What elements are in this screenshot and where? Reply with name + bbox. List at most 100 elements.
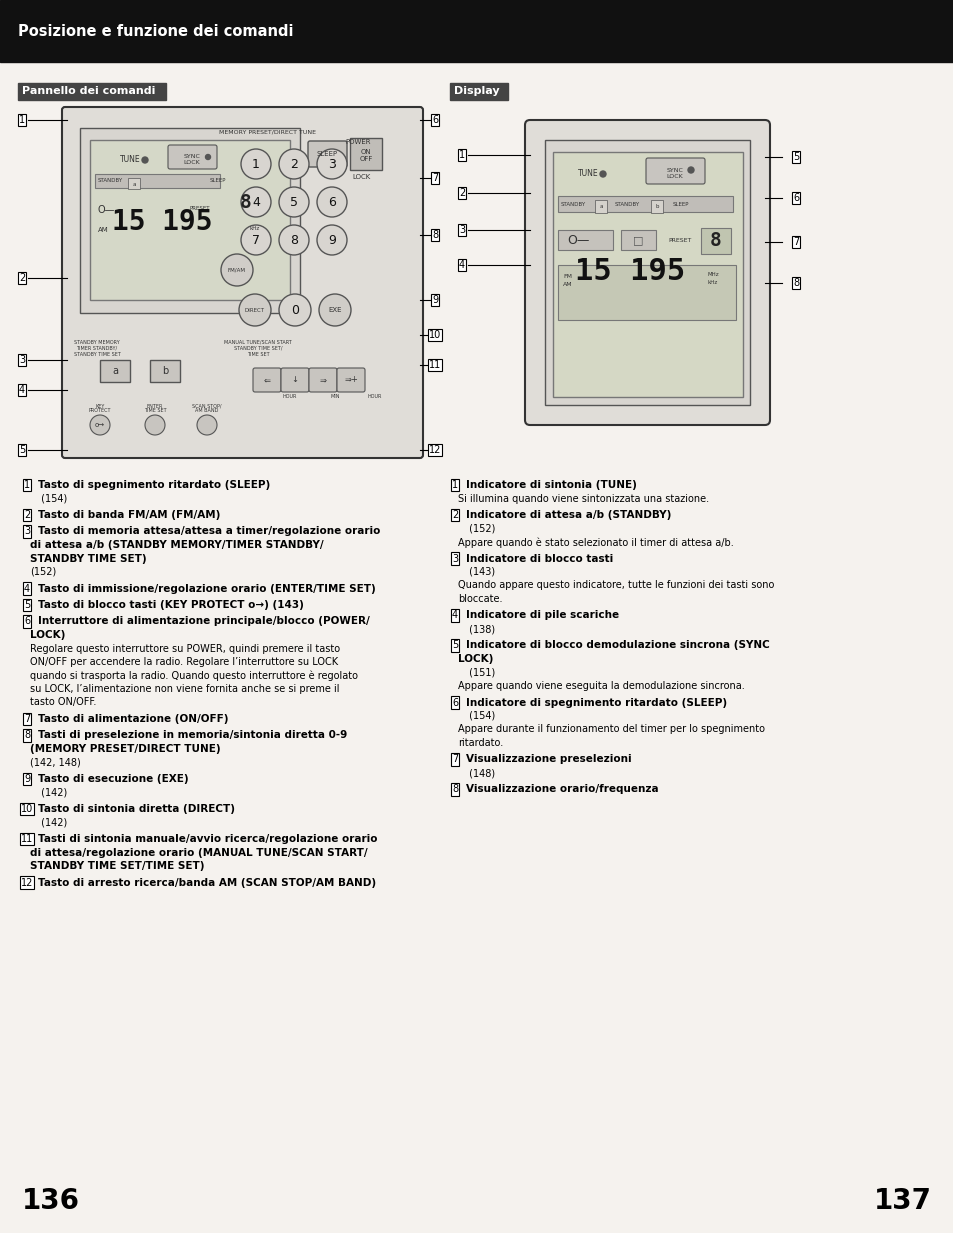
- Text: 11: 11: [21, 834, 33, 845]
- Text: o→: o→: [95, 422, 105, 428]
- Text: 4: 4: [452, 610, 457, 620]
- Text: (143): (143): [465, 567, 495, 577]
- Text: 5: 5: [24, 600, 30, 610]
- Text: 3: 3: [458, 224, 464, 236]
- Bar: [650, 200, 662, 213]
- FancyBboxPatch shape: [253, 367, 281, 392]
- Text: Indicatore di spegnimento ritardato (SLEEP): Indicatore di spegnimento ritardato (SLE…: [465, 698, 726, 708]
- Text: LOCK): LOCK): [30, 630, 66, 640]
- Text: tasto ON/OFF.: tasto ON/OFF.: [30, 698, 96, 708]
- Text: 5: 5: [290, 196, 297, 208]
- Text: OFF: OFF: [359, 157, 373, 162]
- Text: STANDBY: STANDBY: [98, 179, 123, 184]
- Text: 1: 1: [452, 480, 457, 490]
- Text: ⇒: ⇒: [319, 376, 326, 385]
- Text: 8: 8: [792, 277, 799, 289]
- Text: LOCK: LOCK: [666, 174, 682, 179]
- Text: 3: 3: [24, 526, 30, 536]
- Text: b: b: [162, 366, 168, 376]
- Text: 0: 0: [291, 303, 298, 317]
- Circle shape: [205, 154, 211, 159]
- Text: Tasto di spegnimento ritardato (SLEEP): Tasto di spegnimento ritardato (SLEEP): [38, 480, 270, 490]
- FancyBboxPatch shape: [645, 158, 704, 184]
- Text: STANDBY TIME SET/TIME SET): STANDBY TIME SET/TIME SET): [30, 861, 204, 870]
- Text: TUNE: TUNE: [578, 169, 598, 179]
- Text: FM/AM: FM/AM: [228, 268, 246, 272]
- Text: MEMORY PRESET/DIRECT TUNE: MEMORY PRESET/DIRECT TUNE: [219, 129, 316, 134]
- Text: SCAN STOP/: SCAN STOP/: [193, 403, 221, 408]
- Text: STANDBY TIME SET): STANDBY TIME SET): [30, 554, 147, 563]
- Text: 4: 4: [252, 196, 259, 208]
- Text: Visualizzazione orario/frequenza: Visualizzazione orario/frequenza: [465, 784, 658, 794]
- Text: 10: 10: [429, 330, 440, 340]
- Circle shape: [239, 293, 271, 326]
- Text: (152): (152): [465, 524, 495, 534]
- Text: 3: 3: [452, 554, 457, 563]
- Text: 5: 5: [792, 152, 799, 162]
- Text: DIRECT: DIRECT: [245, 307, 265, 312]
- Bar: [150, 360, 180, 382]
- Bar: [95, 174, 220, 187]
- Bar: [80, 128, 299, 313]
- Text: 9: 9: [328, 233, 335, 247]
- Text: STANDBY TIME SET/: STANDBY TIME SET/: [233, 345, 282, 350]
- FancyBboxPatch shape: [281, 367, 309, 392]
- Text: Si illumina quando viene sintonizzata una stazione.: Si illumina quando viene sintonizzata un…: [457, 493, 708, 503]
- Bar: [18, 83, 166, 100]
- Text: (148): (148): [465, 768, 495, 778]
- Text: LOCK): LOCK): [457, 653, 493, 665]
- Text: 6: 6: [452, 698, 457, 708]
- Text: TUNE: TUNE: [120, 155, 140, 164]
- Text: 1: 1: [24, 480, 30, 490]
- Bar: [553, 152, 742, 397]
- Circle shape: [196, 416, 216, 435]
- Text: Tasti di preselezione in memoria/sintonia diretta 0-9: Tasti di preselezione in memoria/sintoni…: [38, 730, 347, 741]
- Text: TIMER STANDBY/: TIMER STANDBY/: [76, 345, 117, 350]
- Text: AM: AM: [98, 227, 109, 233]
- Text: Quando appare questo indicatore, tutte le funzioni dei tasti sono: Quando appare questo indicatore, tutte l…: [457, 581, 774, 591]
- Circle shape: [278, 149, 309, 179]
- Text: Tasto di immissione/regolazione orario (ENTER/TIME SET): Tasto di immissione/regolazione orario (…: [38, 583, 375, 593]
- Text: 2: 2: [24, 510, 30, 520]
- Text: STANDBY TIME SET: STANDBY TIME SET: [73, 351, 120, 356]
- FancyBboxPatch shape: [336, 367, 365, 392]
- Text: STANDBY: STANDBY: [560, 201, 585, 206]
- Text: 7: 7: [452, 755, 457, 764]
- Text: 8: 8: [452, 784, 457, 794]
- Text: Tasto di memoria attesa/attesa a timer/regolazione orario: Tasto di memoria attesa/attesa a timer/r…: [38, 526, 380, 536]
- Text: Indicatore di attesa a/b (STANDBY): Indicatore di attesa a/b (STANDBY): [465, 510, 671, 520]
- Text: Tasto di banda FM/AM (FM/AM): Tasto di banda FM/AM (FM/AM): [38, 510, 220, 520]
- Circle shape: [316, 149, 347, 179]
- Text: 1: 1: [252, 158, 259, 170]
- Text: 9: 9: [24, 774, 30, 784]
- Circle shape: [278, 224, 309, 255]
- Text: MHz: MHz: [707, 272, 719, 277]
- Text: PROTECT: PROTECT: [89, 408, 112, 413]
- Bar: [595, 200, 606, 213]
- Text: Appare quando viene eseguita la demodulazione sincrona.: Appare quando viene eseguita la demodula…: [457, 681, 744, 690]
- Text: Interruttore di alimentazione principale/blocco (POWER/: Interruttore di alimentazione principale…: [38, 616, 370, 626]
- FancyBboxPatch shape: [524, 120, 769, 425]
- Text: (152): (152): [30, 567, 56, 577]
- Text: 12: 12: [428, 445, 440, 455]
- Text: AM: AM: [562, 282, 572, 287]
- Text: PRESET: PRESET: [190, 206, 211, 211]
- Bar: [350, 138, 381, 170]
- Bar: [620, 231, 656, 250]
- Text: STANDBY MEMORY: STANDBY MEMORY: [74, 339, 120, 344]
- Text: Display: Display: [454, 86, 499, 96]
- Circle shape: [599, 171, 605, 178]
- Text: LOCK: LOCK: [353, 174, 371, 180]
- Bar: [700, 228, 730, 254]
- Text: 7: 7: [792, 237, 799, 247]
- Text: AM BAND: AM BAND: [195, 408, 218, 413]
- Circle shape: [318, 293, 351, 326]
- Text: Visualizzazione preselezioni: Visualizzazione preselezioni: [465, 755, 631, 764]
- Text: Tasto di arresto ricerca/banda AM (SCAN STOP/AM BAND): Tasto di arresto ricerca/banda AM (SCAN …: [38, 878, 375, 888]
- Text: di attesa a/b (STANDBY MEMORY/TIMER STANDBY/: di attesa a/b (STANDBY MEMORY/TIMER STAN…: [30, 540, 323, 550]
- Circle shape: [316, 187, 347, 217]
- Bar: [558, 265, 735, 321]
- Bar: [0, 0, 953, 62]
- Text: (138): (138): [465, 624, 495, 634]
- Text: 2: 2: [458, 187, 465, 199]
